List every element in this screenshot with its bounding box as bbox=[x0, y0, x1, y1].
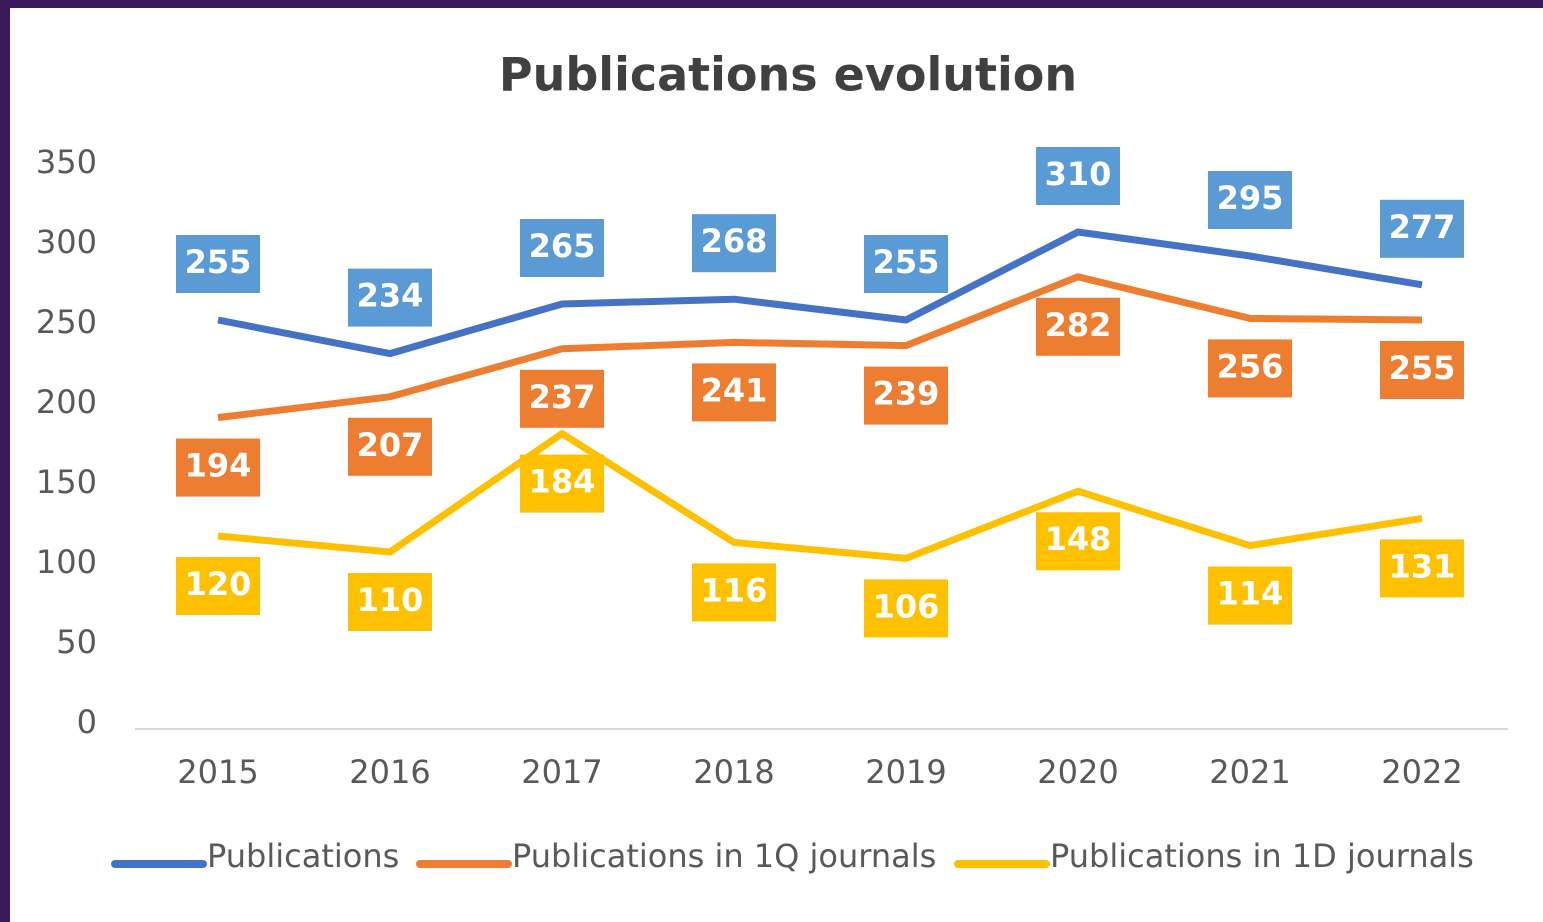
y-tick-label: 200 bbox=[36, 383, 97, 421]
data-label: 241 bbox=[701, 371, 768, 409]
x-tick-label: 2020 bbox=[1037, 753, 1118, 791]
data-label: 234 bbox=[357, 277, 424, 315]
data-label: 106 bbox=[873, 587, 940, 625]
legend-label: Publications in 1Q journals bbox=[512, 837, 936, 875]
data-label-box bbox=[1036, 297, 1120, 356]
data-label: 110 bbox=[357, 581, 424, 619]
data-label: 255 bbox=[873, 243, 940, 281]
data-label-box bbox=[176, 235, 260, 293]
y-tick-label: 50 bbox=[56, 623, 97, 661]
x-tick-label: 2018 bbox=[693, 753, 774, 791]
data-label-box bbox=[864, 235, 948, 293]
x-tick-label: 2019 bbox=[865, 753, 946, 791]
data-label-box bbox=[1380, 539, 1464, 598]
data-label-box bbox=[1380, 199, 1464, 258]
y-tick-label: 300 bbox=[36, 223, 97, 261]
data-label: 116 bbox=[701, 571, 768, 609]
y-tick-label: 350 bbox=[36, 143, 97, 181]
data-label-box bbox=[348, 268, 432, 327]
data-label-box bbox=[864, 366, 948, 425]
series-line bbox=[217, 273, 1423, 422]
data-label-box bbox=[692, 214, 776, 273]
data-label: 237 bbox=[529, 378, 596, 416]
data-label: 131 bbox=[1389, 547, 1456, 585]
series-line bbox=[217, 430, 1423, 562]
data-label: 239 bbox=[873, 375, 940, 413]
data-label-box bbox=[520, 219, 604, 277]
data-label-box bbox=[1208, 339, 1292, 398]
y-tick-label: 250 bbox=[36, 303, 97, 341]
data-label: 194 bbox=[185, 447, 252, 485]
data-label: 255 bbox=[1389, 349, 1456, 387]
x-tick-label: 2017 bbox=[521, 753, 602, 791]
data-label: 255 bbox=[185, 243, 252, 281]
data-label: 277 bbox=[1389, 208, 1456, 246]
data-label-box bbox=[176, 557, 260, 615]
chart-panel bbox=[10, 8, 1543, 922]
data-label-box bbox=[692, 363, 776, 422]
x-tick-label: 2015 bbox=[177, 753, 258, 791]
data-label: 282 bbox=[1045, 306, 1112, 344]
data-label-box bbox=[1208, 171, 1292, 229]
data-label: 207 bbox=[357, 426, 424, 464]
data-label: 295 bbox=[1217, 179, 1284, 217]
data-label-box bbox=[692, 563, 776, 622]
data-label: 120 bbox=[185, 565, 252, 603]
data-label-box bbox=[348, 417, 432, 476]
data-label: 256 bbox=[1217, 347, 1284, 385]
data-label-box bbox=[520, 369, 604, 428]
data-label-box bbox=[1208, 566, 1292, 625]
chart-title: Publications evolution bbox=[499, 48, 1077, 102]
y-tick-label: 150 bbox=[36, 463, 97, 501]
data-label-box bbox=[1036, 147, 1120, 205]
y-tick-label: 0 bbox=[77, 703, 97, 741]
legend-label: Publications in 1D journals bbox=[1050, 837, 1474, 875]
data-label: 148 bbox=[1045, 520, 1112, 558]
data-label-box bbox=[520, 454, 604, 513]
data-label: 268 bbox=[701, 222, 768, 260]
legend-label: Publications bbox=[207, 837, 399, 875]
x-tick-label: 2021 bbox=[1209, 753, 1290, 791]
data-label: 184 bbox=[529, 463, 596, 501]
data-label-box bbox=[176, 438, 260, 497]
data-label-box bbox=[1036, 512, 1120, 571]
data-label-box bbox=[864, 579, 948, 638]
data-label-box bbox=[348, 573, 432, 631]
x-tick-label: 2022 bbox=[1381, 753, 1462, 791]
series-line bbox=[217, 228, 1423, 358]
data-label: 265 bbox=[529, 227, 596, 265]
y-tick-label: 100 bbox=[36, 543, 97, 581]
x-tick-label: 2016 bbox=[349, 753, 430, 791]
data-label-box bbox=[1380, 341, 1464, 399]
data-label: 114 bbox=[1217, 575, 1284, 613]
data-label: 310 bbox=[1045, 155, 1112, 193]
